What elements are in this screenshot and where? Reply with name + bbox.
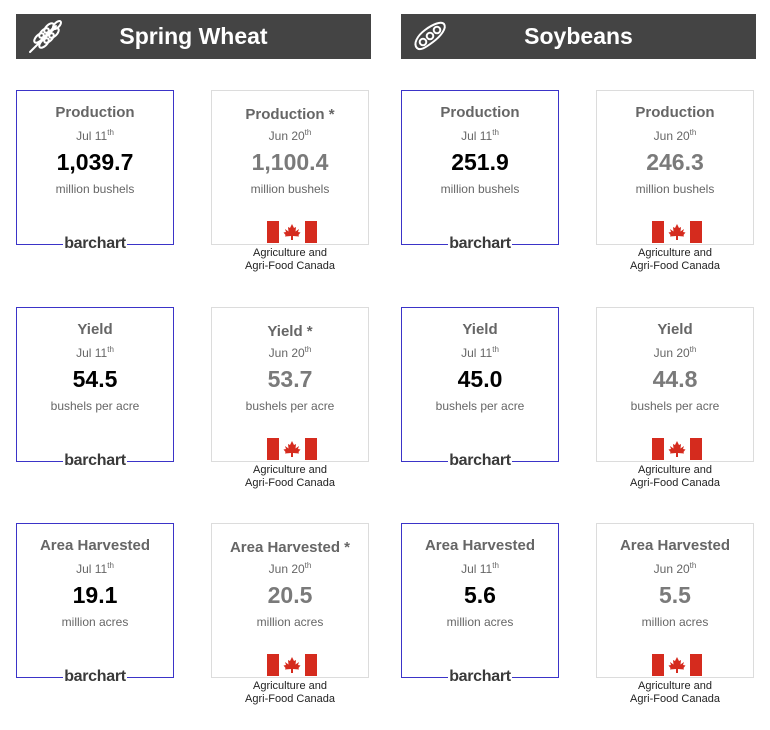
aafc-source-label: Agriculture and Agri-Food Canada xyxy=(630,247,720,272)
card-unit: million acres xyxy=(446,615,514,629)
soybeans-yield-aafc-card: Yield Jun 20th 44.8 bushels per acre Agr… xyxy=(596,307,754,489)
card-label: Area Harvested * xyxy=(229,539,351,556)
card-label: Area Harvested xyxy=(424,537,536,554)
card-label: Area Harvested xyxy=(619,537,731,554)
spring-wheat-yield-barchart-card: Yield Jul 11th 54.5 bushels per acre bar… xyxy=(16,307,174,471)
card-value: 246.3 xyxy=(646,149,704,175)
barchart-logo: barchart xyxy=(448,451,512,471)
card-date: Jul 11th xyxy=(461,345,499,360)
card-date: Jun 20th xyxy=(268,345,312,360)
aafc-source-label: Agriculture and Agri-Food Canada xyxy=(630,464,720,489)
soybean-pod-icon xyxy=(414,21,446,51)
card-unit: million bushels xyxy=(250,182,330,196)
card-label: Yield xyxy=(462,321,498,338)
card-date: Jun 20th xyxy=(268,561,312,576)
card-date: Jul 11th xyxy=(76,128,114,143)
card-value: 44.8 xyxy=(652,366,698,392)
card-value: 5.6 xyxy=(464,582,496,608)
card-unit: million acres xyxy=(256,615,324,629)
card-value: 20.5 xyxy=(267,582,313,608)
card-date: Jun 20th xyxy=(268,128,312,143)
card-date: Jun 20th xyxy=(653,345,697,360)
card-value: 19.1 xyxy=(72,582,118,608)
card-unit: bushels per acre xyxy=(435,399,525,413)
card-date: Jul 11th xyxy=(76,345,114,360)
wheat-icon xyxy=(29,20,62,53)
card-value: 53.7 xyxy=(267,366,313,392)
card-value: 251.9 xyxy=(451,149,509,175)
canada-flag-icon xyxy=(652,221,702,243)
card-unit: million acres xyxy=(641,615,709,629)
card-date: Jul 11th xyxy=(76,561,114,576)
aafc-source-label: Agriculture and Agri-Food Canada xyxy=(245,247,335,272)
card-label: Production * xyxy=(245,106,335,123)
card-label: Production xyxy=(635,104,715,121)
soybeans-yield-barchart-card: Yield Jul 11th 45.0 bushels per acre bar… xyxy=(401,307,559,471)
card-unit: bushels per acre xyxy=(50,399,140,413)
header-title: Spring Wheat xyxy=(119,23,268,49)
soybeans-area-barchart-card: Area Harvested Jul 11th 5.6 million acre… xyxy=(401,523,559,687)
canada-flag-icon xyxy=(652,438,702,460)
spring-wheat-production-barchart-card: Production Jul 11th 1,039.7 million bush… xyxy=(16,90,174,254)
canada-flag-icon xyxy=(267,221,317,243)
card-label: Area Harvested xyxy=(39,537,151,554)
card-unit: million acres xyxy=(61,615,129,629)
card-date: Jun 20th xyxy=(653,128,697,143)
card-unit: bushels per acre xyxy=(245,399,335,413)
card-label: Yield * xyxy=(267,323,313,340)
barchart-logo: barchart xyxy=(448,667,512,687)
barchart-logo: barchart xyxy=(63,451,127,471)
card-label: Production xyxy=(55,104,135,121)
card-value: 1,039.7 xyxy=(56,149,134,175)
barchart-logo: barchart xyxy=(448,234,512,254)
spring-wheat-header: Spring Wheat xyxy=(16,14,371,59)
soybeans-header: Soybeans xyxy=(401,14,756,59)
card-unit: million bushels xyxy=(55,182,135,196)
card-unit: million bushels xyxy=(440,182,520,196)
card-label: Yield xyxy=(77,321,113,338)
spring-wheat-area-barchart-card: Area Harvested Jul 11th 19.1 million acr… xyxy=(16,523,174,687)
soybeans-production-barchart-card: Production Jul 11th 251.9 million bushel… xyxy=(401,90,559,254)
canada-flag-icon xyxy=(652,654,702,676)
card-value: 5.5 xyxy=(659,582,691,608)
card-unit: million bushels xyxy=(635,182,715,196)
header-title: Soybeans xyxy=(524,23,633,49)
card-value: 54.5 xyxy=(72,366,118,392)
card-date: Jun 20th xyxy=(653,561,697,576)
card-date: Jul 11th xyxy=(461,128,499,143)
card-value: 45.0 xyxy=(457,366,503,392)
card-label: Production xyxy=(440,104,520,121)
spring-wheat-area-aafc-card: Area Harvested * Jun 20th 20.5 million a… xyxy=(211,523,369,705)
card-unit: bushels per acre xyxy=(630,399,720,413)
aafc-source-label: Agriculture and Agri-Food Canada xyxy=(245,464,335,489)
aafc-source-label: Agriculture and Agri-Food Canada xyxy=(245,680,335,705)
card-date: Jul 11th xyxy=(461,561,499,576)
barchart-logo: barchart xyxy=(63,234,127,254)
spring-wheat-production-aafc-card: Production * Jun 20th 1,100.4 million bu… xyxy=(211,90,369,272)
soybeans-production-aafc-card: Production Jun 20th 246.3 million bushel… xyxy=(596,90,754,272)
aafc-source-label: Agriculture and Agri-Food Canada xyxy=(630,680,720,705)
canada-flag-icon xyxy=(267,654,317,676)
spring-wheat-yield-aafc-card: Yield * Jun 20th 53.7 bushels per acre A… xyxy=(211,307,369,489)
soybeans-area-aafc-card: Area Harvested Jun 20th 5.5 million acre… xyxy=(596,523,754,705)
barchart-logo: barchart xyxy=(63,667,127,687)
card-value: 1,100.4 xyxy=(251,149,329,175)
canada-flag-icon xyxy=(267,438,317,460)
card-label: Yield xyxy=(657,321,693,338)
